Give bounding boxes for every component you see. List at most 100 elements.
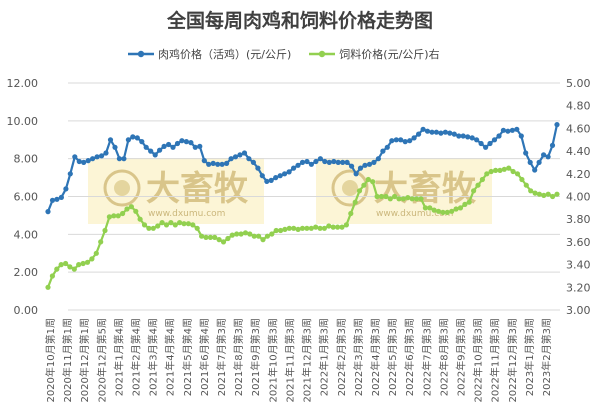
data-point-0 [389, 138, 395, 144]
data-point-0 [518, 133, 524, 139]
data-point-0 [424, 128, 431, 134]
data-point-0 [134, 135, 140, 141]
data-point-1 [286, 225, 292, 231]
data-point-0 [487, 140, 493, 147]
chart-legend: 肉鸡价格（活鸡）(元/公斤) 饲料价格(元/公斤)右 [128, 46, 440, 62]
data-point-0 [286, 169, 292, 175]
data-point-1 [124, 206, 130, 212]
data-point-1 [93, 250, 99, 256]
data-point-1 [471, 188, 477, 194]
x-axis-tick-label: 2023年1月第3周 [523, 318, 536, 396]
data-point-1 [409, 196, 415, 202]
data-point-1 [67, 264, 73, 270]
data-point-0 [344, 159, 350, 165]
data-point-0 [335, 159, 341, 165]
x-axis-tick-label: 2021年5月第4周 [181, 318, 194, 396]
data-point-0 [474, 137, 480, 143]
data-point-0 [456, 133, 462, 139]
data-point-1 [264, 233, 270, 239]
data-point-0 [152, 152, 158, 158]
data-point-0 [81, 159, 87, 165]
data-point-0 [514, 126, 520, 132]
data-point-0 [54, 196, 60, 202]
data-point-1 [453, 206, 459, 212]
data-point-1 [168, 220, 174, 226]
data-point-0 [63, 186, 69, 192]
data-point-1 [45, 284, 51, 290]
data-point-0 [549, 142, 556, 148]
data-point-0 [545, 154, 551, 160]
legend-swatch-chicken [128, 50, 154, 58]
data-point-0 [282, 171, 288, 177]
data-point-1 [427, 205, 433, 211]
data-point-1 [242, 230, 249, 236]
data-point-1 [400, 196, 406, 202]
data-point-1 [260, 237, 266, 243]
right-axis-tick-label: 4.00 [566, 191, 591, 204]
right-axis-tick-label: 4.60 [566, 122, 591, 135]
data-point-0 [532, 167, 538, 173]
data-point-1 [431, 207, 437, 213]
x-axis-tick-label: 2022年11月第3周 [489, 318, 502, 403]
data-point-1 [251, 233, 257, 239]
data-point-1 [554, 191, 560, 197]
x-axis-tick-label: 2021年10月第3周 [266, 318, 279, 403]
right-axis-tick-label: 5.00 [566, 77, 591, 90]
data-point-0 [112, 144, 118, 150]
data-point-0 [420, 126, 426, 132]
data-point-1 [457, 205, 464, 211]
x-axis-tick-label: 2021年8月第3周 [232, 318, 245, 396]
data-point-1 [120, 210, 126, 217]
data-point-1 [348, 210, 354, 217]
data-point-1 [80, 260, 86, 267]
left-axis-tick-label: 10.00 [7, 115, 39, 128]
data-point-0 [349, 163, 355, 169]
data-point-0 [375, 156, 381, 162]
data-point-0 [116, 156, 122, 162]
right-axis-tick-label: 3.40 [566, 259, 591, 272]
data-point-0 [393, 137, 399, 143]
data-point-1 [49, 273, 56, 279]
data-point-1 [510, 168, 516, 175]
data-point-1 [405, 195, 411, 201]
data-point-1 [58, 262, 64, 268]
data-point-1 [150, 225, 156, 231]
data-point-0 [255, 165, 261, 171]
x-axis-tick-label: 2022年9月第3周 [454, 318, 467, 396]
x-axis-tick-label: 2022年12月第3周 [506, 318, 519, 403]
data-point-1 [444, 209, 450, 215]
data-point-0 [58, 194, 64, 200]
data-point-0 [451, 131, 457, 137]
data-point-0 [215, 161, 221, 167]
data-point-1 [330, 224, 336, 230]
x-axis-tick-label: 2022年7月第3周 [420, 318, 433, 396]
data-point-1 [365, 176, 371, 183]
data-point-1 [76, 262, 82, 268]
data-point-1 [326, 223, 332, 229]
data-point-0 [174, 140, 181, 147]
data-point-0 [500, 127, 506, 133]
data-point-0 [291, 165, 297, 171]
data-point-0 [157, 147, 163, 153]
data-point-0 [326, 159, 332, 165]
legend-swatch-feed [309, 50, 336, 58]
data-point-1 [501, 166, 507, 172]
data-point-0 [371, 159, 377, 165]
data-point-1 [479, 176, 485, 183]
data-point-0 [246, 156, 252, 162]
x-axis-tick-label: 2022年3月第3周 [352, 318, 365, 396]
data-point-0 [357, 165, 364, 171]
data-point-1 [102, 227, 108, 234]
data-point-0 [224, 160, 230, 166]
chart-title: 全国每周肉鸡和饲料价格走势图 [166, 10, 433, 32]
data-point-1 [199, 233, 205, 239]
right-axis-tick-label: 4.20 [566, 168, 591, 181]
data-point-0 [447, 130, 453, 136]
data-point-1 [550, 193, 556, 200]
data-point-0 [268, 177, 274, 183]
data-point-0 [103, 150, 109, 156]
data-point-0 [478, 140, 484, 147]
data-point-1 [63, 260, 69, 267]
legend-label-chicken: 肉鸡价格（活鸡）(元/公斤) [158, 48, 292, 61]
